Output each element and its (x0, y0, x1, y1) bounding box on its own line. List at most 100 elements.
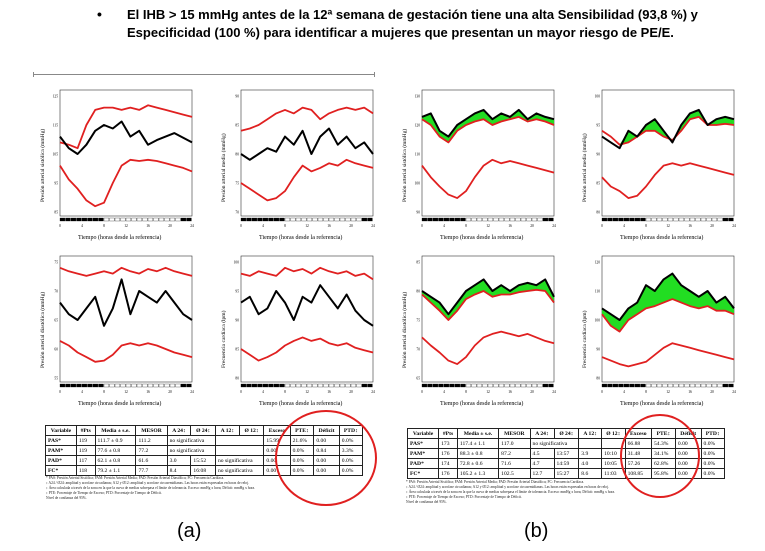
activity-bar-segment (482, 217, 488, 222)
activity-bar-segment (186, 383, 192, 388)
activity-bar-segment (361, 383, 368, 388)
activity-bar-segment (531, 383, 538, 388)
x-tick-label: 8 (645, 224, 647, 228)
activity-bar-segment (695, 383, 701, 388)
cell: FC* (45, 465, 77, 476)
activity-bar-segment (312, 217, 318, 222)
cell: 4.0 (578, 458, 603, 469)
activity-bar-segment (509, 217, 516, 222)
activity-bar-segment (493, 217, 499, 222)
activity-bar-segment (728, 383, 734, 388)
lower-tolerance-line (240, 336, 374, 362)
activity-bar-segment (542, 383, 549, 388)
activity-bar-segment (667, 383, 674, 388)
x-tick-label: 0 (59, 224, 61, 228)
cell: 77.6 ± 0.8 (94, 445, 137, 456)
activity-bar-segment (438, 217, 444, 222)
activity-bar-segment (65, 217, 71, 222)
mean-curve-line (240, 127, 374, 161)
y-tick-label: 95 (54, 182, 58, 186)
plot-svg: 90 85 80 75 70 0 4 8 12 16 20 24 (235, 89, 375, 228)
activity-bar-segment (136, 383, 143, 388)
col-pts: #Pts (438, 428, 458, 439)
cell: 0.0% (700, 448, 726, 459)
x-tick-label: 4 (262, 224, 264, 228)
y-tick-label: 115 (53, 124, 58, 128)
activity-bar-segment (367, 383, 373, 388)
x-tick-label: 24 (732, 224, 736, 228)
activity-bar-segment (356, 383, 362, 388)
activity-bar-segment (81, 217, 88, 222)
plot-frame (601, 255, 735, 383)
cell: 72.8 ± 0.6 (456, 458, 500, 469)
x-tick-label: 0 (601, 224, 603, 228)
x-tick-label: 20 (349, 224, 353, 228)
activity-bar-segment (667, 217, 674, 222)
activity-bar-segment (700, 217, 707, 222)
activity-bar-segment (673, 383, 679, 388)
x-tick-label: 8 (465, 224, 467, 228)
col-o24: Ø 24↕ (553, 428, 580, 439)
y-axis-title: Frecuencia cardíaca (lpm) (221, 310, 227, 368)
y-tick-label: 100 (234, 261, 240, 265)
mean-curve-line (59, 278, 193, 327)
activity-bar-segment (498, 383, 505, 388)
activity-bar-segment (612, 217, 619, 222)
footnote: ↕ PTE: Porcentaje de Tiempo de Exceso; P… (406, 495, 522, 499)
x-tick-label: 0 (421, 390, 423, 394)
y-axis-title: Frecuencia cardíaca (lpm) (582, 310, 588, 368)
upper-tolerance-line (421, 115, 555, 144)
activity-bar-segment (684, 217, 690, 222)
mean-curve-line (421, 108, 555, 138)
x-tick-label: 16 (146, 390, 150, 394)
mean-curve-line (59, 120, 193, 155)
x-tick-label: 0 (240, 390, 242, 394)
y-axis-title: Presión arterial media (mmHg) (221, 133, 227, 202)
x-tick-label: 0 (240, 224, 242, 228)
cell: PAM* (406, 448, 440, 459)
y-tick-label: 85 (235, 348, 239, 352)
upper-tolerance-line (421, 288, 555, 321)
cell (214, 445, 265, 456)
activity-bar-segment (345, 383, 351, 388)
activity-bar-segment (515, 383, 521, 388)
x-tick-label: 20 (530, 390, 534, 394)
activity-bar-segment (114, 217, 121, 222)
x-axis-title: Tiempo (horas desde la referencia) (259, 235, 343, 241)
cell: 15:27 (553, 468, 580, 479)
lower-tolerance-line (421, 158, 555, 199)
cell: 88.3 ± 0.8 (456, 448, 500, 459)
activity-bar-segment (618, 217, 624, 222)
activity-bar-segment (471, 383, 477, 388)
activity-bar-segment (711, 217, 718, 222)
lower-tolerance-line (601, 342, 735, 368)
y-axis-title: Presión arterial diastólica (mmHg) (402, 291, 408, 368)
chart-panel-a3: 100 95 90 85 80 0 4 8 12 16 20 24 Frecuencia cardíac… (219, 252, 377, 414)
y-tick-label: 75 (235, 182, 239, 186)
activity-bar-segment (460, 383, 466, 388)
y-tick-label: 80 (596, 377, 600, 381)
col-mesor: MESOR (498, 428, 531, 439)
activity-bar-segment (356, 217, 362, 222)
x-tick-label: 0 (601, 390, 603, 394)
plot-svg: 100 95 90 85 80 0 4 8 12 16 20 24 (595, 89, 736, 228)
cell: 117.0 (498, 438, 531, 449)
activity-bar-segment (526, 217, 532, 222)
chart-panel-a1: 90 85 80 75 70 0 4 8 12 16 20 24 Presión arterial me… (219, 86, 377, 248)
y-tick-label: 80 (596, 211, 600, 215)
y-tick-label: 120 (595, 261, 601, 265)
activity-bar-segment (421, 383, 428, 388)
x-tick-label: 12 (305, 224, 309, 228)
activity-bar-segment (542, 217, 549, 222)
activity-bar-segment (273, 217, 280, 222)
footnote: ↕ Área calculada a través de la zona en … (46, 486, 256, 490)
plot-frame (601, 89, 735, 217)
activity-bar-segment (722, 217, 729, 222)
activity-bar-segment (361, 217, 368, 222)
activity-bar-segment (465, 383, 472, 388)
activity-bar-segment (432, 217, 439, 222)
cell: FC* (406, 468, 440, 479)
activity-bar-segment (634, 217, 641, 222)
activity-bar-segment (454, 217, 461, 222)
activity-bar-segment (493, 383, 499, 388)
